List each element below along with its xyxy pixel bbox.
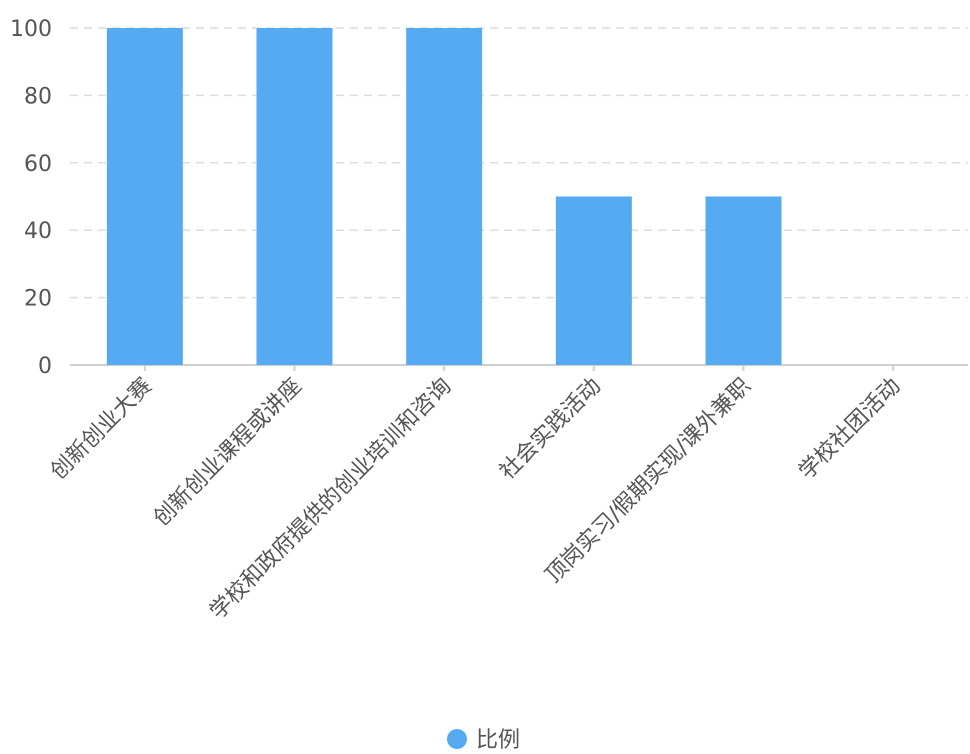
legend-marker-icon[interactable] bbox=[447, 729, 467, 749]
y-tick-label: 80 bbox=[24, 84, 52, 109]
legend[interactable]: 比例 bbox=[447, 728, 520, 753]
y-tick-label: 100 bbox=[10, 17, 52, 42]
bar-2[interactable] bbox=[256, 28, 333, 365]
y-tick-label: 0 bbox=[38, 354, 52, 379]
gridlines bbox=[70, 27, 968, 299]
legend-label[interactable]: 比例 bbox=[476, 728, 520, 753]
bar-3[interactable] bbox=[406, 28, 483, 365]
category-label: 创新创业大赛 bbox=[46, 374, 157, 485]
y-tick-label: 60 bbox=[24, 152, 52, 177]
category-label: 社会实践活动 bbox=[495, 374, 606, 485]
bar-4[interactable] bbox=[555, 196, 632, 366]
bar-1[interactable] bbox=[106, 28, 183, 365]
axes bbox=[70, 364, 968, 371]
y-tick-label: 40 bbox=[24, 219, 52, 244]
bar-5[interactable] bbox=[705, 196, 782, 366]
category-label: 创新创业课程或讲座 bbox=[149, 374, 307, 532]
y-tick-label: 20 bbox=[24, 287, 52, 312]
category-label: 学校社团活动 bbox=[794, 374, 905, 485]
bars bbox=[106, 28, 782, 366]
y-tick-labels: 0 20 40 60 80 100 bbox=[10, 17, 52, 379]
category-label: 学校和政府提供的创业培训和咨询 bbox=[205, 374, 456, 625]
